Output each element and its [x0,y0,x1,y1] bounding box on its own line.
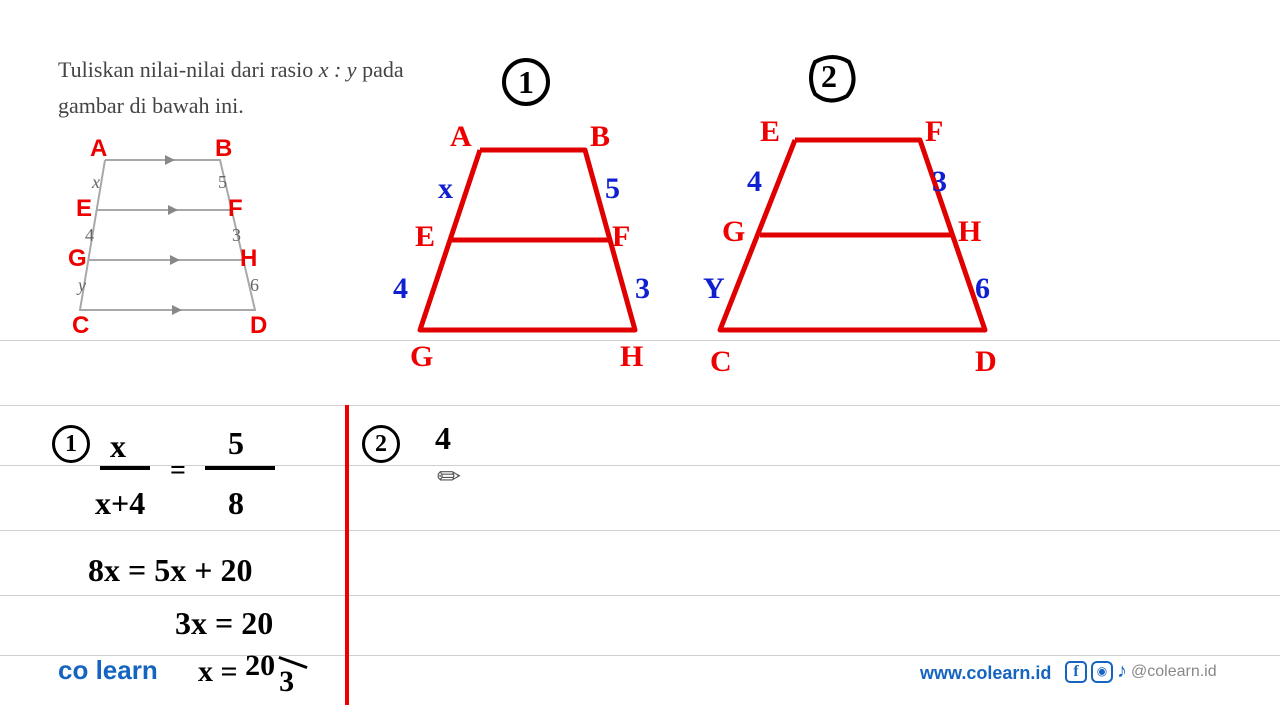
label-3: 3 [232,225,241,246]
label-5: 5 [218,172,227,193]
work2-label: 2 [362,425,400,463]
label-A: A [90,135,107,163]
label-x: x [92,172,100,193]
facebook-icon[interactable]: f [1065,661,1087,683]
frac-bar [205,465,275,471]
tiktok-icon[interactable]: ♪ [1117,660,1127,683]
w1-eq: = [170,455,186,487]
work-divider [345,405,349,705]
diagram-2-label: 2 [805,50,861,106]
w1-line3: 3x = 20 [175,605,273,642]
w1-rhs-bot: 8 [228,485,244,522]
trapezoid-1 [395,130,675,370]
diagram-1-label: 1 [502,58,550,106]
t2-C: C [710,345,732,379]
label-4: 4 [85,225,94,246]
label-H: H [240,245,257,273]
label-6: 6 [250,275,259,296]
t2-3: 3 [932,165,947,199]
t1-F: F [612,220,630,254]
t2-G: G [722,215,745,249]
label-B: B [215,135,232,163]
t1-H: H [620,340,643,374]
ruled-line [0,655,1280,656]
w2-start: 4 [435,420,451,457]
label-E: E [76,195,92,223]
instagram-icon[interactable]: ◉ [1091,661,1113,683]
label-y: y [78,275,86,296]
problem-line2: gambar di bawah ini. [58,88,244,123]
t1-E: E [415,220,435,254]
w1-lhs-bot: x+4 [95,485,145,522]
w1-line2: 8x = 5x + 20 [88,552,252,589]
t2-D: D [975,345,997,379]
brand-logo: co learn [58,655,158,686]
ruled-line [0,530,1280,531]
footer-handle: @colearn.id [1131,663,1217,681]
t1-5: 5 [605,172,620,206]
t2-E: E [760,115,780,149]
ruled-line [0,595,1280,596]
w1-line4: x = 203 [198,655,290,689]
t2-y: Y [703,272,725,306]
label-G: G [68,245,87,273]
footer-social[interactable]: f ◉ ♪ @colearn.id [1065,660,1217,683]
t2-4: 4 [747,165,762,199]
w1-rhs-top: 5 [228,425,244,462]
work1-label: 1 [52,425,90,463]
t1-4: 4 [393,272,408,306]
t1-x: x [438,172,453,206]
t1-3: 3 [635,272,650,306]
t1-B: B [590,120,610,154]
label-C: C [72,312,89,340]
problem-line1: Tuliskan nilai-nilai dari rasio x : y pa… [58,52,458,87]
frac-bar [100,465,150,471]
w1-lhs-top: x [110,428,126,465]
t2-F: F [925,115,943,149]
ruled-line [0,465,1280,466]
t2-6: 6 [975,272,990,306]
label-F: F [228,195,243,223]
label-D: D [250,312,267,340]
ruled-line [0,405,1280,406]
footer-url[interactable]: www.colearn.id [920,663,1051,684]
t2-H: H [958,215,981,249]
t1-A: A [450,120,472,154]
t1-G: G [410,340,433,374]
pencil-cursor-icon: ✎ [429,457,470,498]
